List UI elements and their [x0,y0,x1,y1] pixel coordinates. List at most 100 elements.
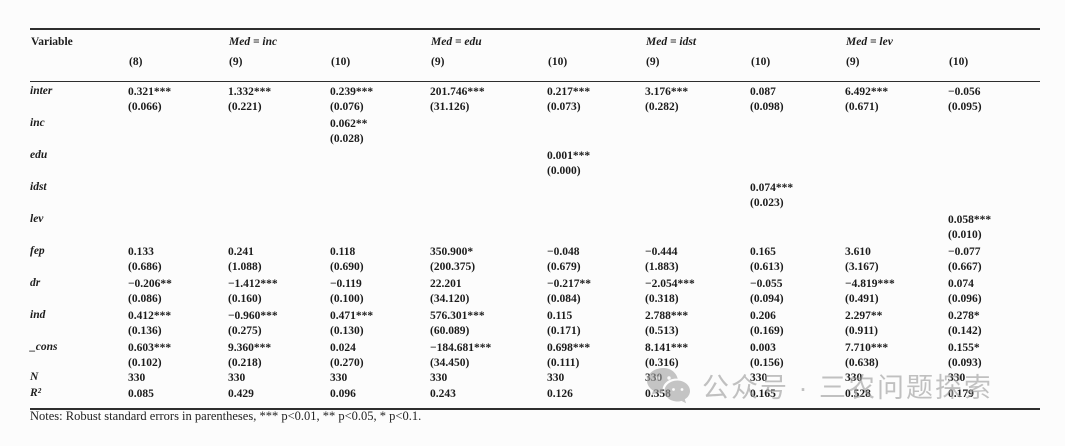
model-col-label: (9) [431,56,445,68]
coef-cell: 0.217*** (0.073) [547,86,591,113]
coef-cell [228,210,330,242]
stat-cell: 330 [948,372,966,384]
coef-cell [948,146,1040,178]
coef-cell: 0.155* (0.093) [948,342,982,369]
coef-cell: 0.603*** (0.102) [128,342,172,369]
coef-cell: −2.054*** (0.318) [645,278,695,305]
coef-cell [228,146,330,178]
stat-cell: 0.179 [948,388,974,400]
stat-cell: 0.429 [228,388,254,400]
model-col-label: (9) [229,56,243,68]
table-row: fep 0.133 (0.686) 0.241 (1.088) 0.118 (0.690) 3… [30,242,1040,274]
stat-cell: 0.528 [845,388,871,400]
coef-cell: −0.960*** (0.275) [228,310,278,337]
model-col-label: (9) [846,56,860,68]
coef-cell [845,210,948,242]
model-number-row: (8) (9) (10) (9) (10) (9) (10) (9) (10) [30,55,1040,82]
variable-label: inc [30,117,45,129]
coef-cell [547,178,645,210]
stat-cell: 330 [128,372,146,384]
coef-cell: −0.077 (0.667) [948,246,982,273]
coef-cell [228,178,330,210]
empty-header-cell [128,29,228,55]
coef-cell: 22.201 (34.120) [430,278,470,305]
variable-label: edu [30,149,48,161]
variable-label: fep [30,245,45,257]
coef-cell [228,114,330,146]
coef-cell [948,114,1040,146]
coef-cell [430,210,547,242]
coef-cell: 1.332*** (0.221) [228,86,272,113]
coef-cell [948,178,1040,210]
coef-cell [845,178,948,210]
coef-cell: 0.074 (0.096) [948,278,982,305]
stat-cell: 330 [645,372,663,384]
coef-cell: −1.412*** (0.160) [228,278,278,305]
coef-cell [128,114,228,146]
coef-cell [750,114,845,146]
stat-cell: 0.243 [430,388,456,400]
coef-cell [547,210,645,242]
model-col-label: (10) [331,56,351,68]
group-header-med-idst: Med = idst [646,36,697,48]
variable-label: lev [30,213,44,225]
variable-label: _cons [30,341,58,353]
empty-header-cell [30,55,128,82]
coef-cell: 0.321*** (0.066) [128,86,172,113]
coef-cell [845,146,948,178]
coef-cell [645,146,750,178]
coef-cell [430,146,547,178]
coef-cell: 0.115 (0.171) [547,310,581,337]
coef-cell [750,210,845,242]
coef-cell: 3.176*** (0.282) [645,86,689,113]
stat-label: R² [30,387,42,399]
stat-cell: 0.085 [128,388,154,400]
table-row: ind 0.412*** (0.136) −0.960*** (0.275) 0.471*… [30,306,1040,338]
coef-cell [645,210,750,242]
coef-cell: −0.217** (0.084) [547,278,591,305]
coef-cell: 0.001*** (0.000) [547,150,591,177]
stat-label: N [30,371,39,383]
model-col-label: (10) [548,56,568,68]
group-header-med-inc: Med = inc [229,36,278,48]
table-notes: Notes: Robust standard errors in parenth… [30,409,422,423]
variable-column-header: Variable [31,36,73,48]
stat-row: N 330 330 330 330 330 330 330 330 330 [30,370,1040,386]
coef-cell: 2.788*** (0.513) [645,310,689,337]
coef-cell: 576.301*** (60.089) [430,310,485,337]
stat-cell: 330 [750,372,768,384]
coef-cell: −0.048 (0.679) [547,246,581,273]
table-row: idst 0.074*** (0.023) [30,178,1040,210]
coef-cell: 0.239*** (0.076) [330,86,374,113]
coef-cell: 7.710*** (0.638) [845,342,889,369]
stat-cell: 0.096 [330,388,356,400]
table-row: _cons 0.603*** (0.102) 9.360*** (0.218) 0.024… [30,338,1040,370]
coef-cell: 0.165 (0.613) [750,246,784,273]
stat-cell: 330 [430,372,448,384]
coef-cell [750,146,845,178]
table-header: Variable Med = inc Med = edu Med = idst … [30,29,1041,82]
coef-cell: 0.062** (0.028) [330,118,368,145]
coef-cell: −0.444 (1.883) [645,246,679,273]
coef-cell [645,178,750,210]
coef-cell: 350.900* (200.375) [430,246,476,273]
coef-cell: 2.297** (0.911) [845,310,883,337]
coef-cell: 0.278* (0.142) [948,310,982,337]
model-col-label: (8) [129,56,143,68]
stat-cell: 330 [547,372,565,384]
coef-cell: −4.819*** (0.491) [845,278,895,305]
table-row: lev 0.058*** (0.010) [30,210,1040,242]
coef-cell: 0.471*** (0.130) [330,310,374,337]
coef-cell [128,146,228,178]
coef-cell: 0.118 (0.690) [330,246,364,273]
coef-cell: 9.360*** (0.218) [228,342,272,369]
coef-cell: −0.206** (0.086) [128,278,172,305]
coef-cell: 0.024 (0.270) [330,342,364,369]
coef-cell: 0.206 (0.169) [750,310,784,337]
coef-cell: 0.074*** (0.023) [750,182,794,209]
coef-cell: 0.241 (1.088) [228,246,262,273]
group-header-med-edu: Med = edu [431,36,482,48]
coef-cell: −0.119 (0.100) [330,278,364,305]
table-row: dr −0.206** (0.086) −1.412*** (0.160) −0.119(… [30,274,1040,306]
stat-cell: 330 [845,372,863,384]
